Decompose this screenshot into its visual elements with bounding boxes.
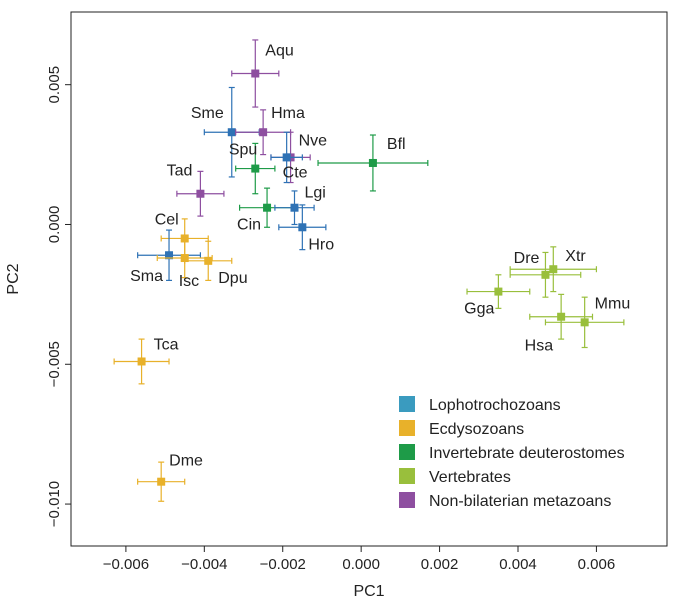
point-marker [263, 203, 272, 212]
legend-item: Vertebrates [399, 468, 511, 486]
legend-label: Ecdysozoans [429, 421, 524, 438]
y-tick-label: −0.010 [46, 481, 63, 527]
point-marker [137, 357, 146, 366]
y-axis: −0.010 −0.005 0.000 0.005 [46, 66, 71, 527]
point-dme: Dme [137, 453, 203, 502]
point-marker [541, 270, 550, 279]
point-marker [196, 189, 205, 198]
x-tick-label: 0.002 [421, 556, 459, 573]
legend-swatch [399, 396, 415, 412]
point-label: Nve [299, 132, 328, 149]
x-tick-label: −0.002 [260, 556, 306, 573]
point-marker [227, 128, 236, 137]
legend-label: Vertebrates [429, 469, 511, 486]
point-marker [282, 153, 291, 162]
legend-item: Ecdysozoans [399, 420, 524, 438]
point-hro: Hro [278, 204, 334, 253]
point-marker [557, 312, 566, 321]
legend-label: Invertebrate deuterostomes [429, 445, 625, 462]
point-cin: Cin [237, 187, 296, 234]
point-label: Cel [155, 211, 179, 228]
legend-item: Lophotrochozoans [399, 396, 561, 414]
point-label: Hma [271, 105, 305, 122]
x-tick-label: −0.006 [103, 556, 149, 573]
point-marker [157, 477, 166, 486]
point-marker [580, 318, 589, 327]
point-dpu: Dpu [184, 240, 248, 287]
point-label: Cte [283, 164, 308, 181]
point-marker [494, 287, 503, 296]
point-label: Lgi [305, 185, 326, 202]
x-axis-title: PC1 [353, 583, 384, 600]
y-tick-label: 0.000 [46, 206, 63, 244]
legend-swatch [399, 468, 415, 484]
point-label: Sme [191, 105, 224, 122]
x-tick-label: 0.000 [342, 556, 380, 573]
legend: Lophotrochozoans Ecdysozoans Invertebrate … [399, 396, 625, 510]
point-marker [549, 265, 558, 274]
point-mmu: Mmu [544, 295, 631, 349]
point-label: Tca [154, 336, 179, 353]
point-xtr: Xtr [509, 246, 598, 293]
point-dre: Dre [509, 250, 582, 298]
point-gga: Gga [464, 274, 531, 318]
point-marker [251, 69, 260, 78]
legend-item: Invertebrate deuterostomes [399, 444, 625, 462]
legend-swatch [399, 444, 415, 460]
x-tick-label: 0.006 [578, 556, 616, 573]
point-label: Hsa [525, 338, 554, 355]
point-bfl: Bfl [317, 134, 429, 192]
point-marker [165, 251, 174, 260]
legend-swatch [399, 420, 415, 436]
y-tick-label: 0.005 [46, 66, 63, 104]
point-lgi: Lgi [274, 185, 326, 226]
point-isc: Isc [156, 237, 213, 290]
point-label: Cin [237, 217, 261, 234]
legend-label: Lophotrochozoans [429, 397, 561, 414]
legend-label: Non-bilaterian metazoans [429, 493, 611, 510]
point-label: Hro [308, 236, 334, 253]
point-tad: Tad [167, 163, 225, 217]
legend-item: Non-bilaterian metazoans [399, 492, 611, 510]
point-spu: Spu [229, 142, 276, 195]
point-label: Sma [130, 268, 163, 285]
point-label: Bfl [387, 136, 406, 153]
point-label: Dme [169, 453, 203, 470]
point-marker [259, 128, 268, 137]
point-label: Isc [179, 273, 199, 290]
point-cte: Cte [270, 131, 308, 184]
point-marker [368, 158, 377, 167]
point-label: Mmu [595, 295, 631, 312]
x-tick-label: −0.004 [181, 556, 227, 573]
point-label: Dpu [218, 270, 247, 287]
point-label: Gga [464, 301, 494, 318]
plot-frame [70, 11, 668, 547]
legend-swatch [399, 492, 415, 508]
point-label: Xtr [565, 248, 586, 265]
point-sme: Sme [191, 86, 260, 178]
point-tca: Tca [113, 336, 179, 385]
point-hsa: Hsa [525, 293, 594, 355]
point-label: Spu [229, 142, 257, 159]
point-cel: Cel [155, 211, 209, 259]
point-aqu: Aqu [231, 39, 294, 108]
x-axis: −0.006 −0.004 −0.002 0.000 0.002 0.004 0.006 [103, 546, 615, 573]
point-marker [290, 203, 299, 212]
point-marker [298, 223, 307, 232]
point-label: Dre [514, 250, 540, 267]
point-label: Tad [167, 163, 193, 180]
point-label: Aqu [265, 43, 293, 60]
data-points: Aqu Sme Hma Nve Spu Cte Bfl Tad Cin Lgi Hro Cel Sma I… [113, 39, 631, 502]
y-tick-label: −0.005 [46, 341, 63, 387]
y-axis-title: PC2 [5, 263, 22, 294]
x-tick-label: 0.004 [499, 556, 537, 573]
point-marker [251, 164, 260, 173]
point-sma: Sma [130, 229, 201, 285]
point-marker [204, 256, 213, 265]
